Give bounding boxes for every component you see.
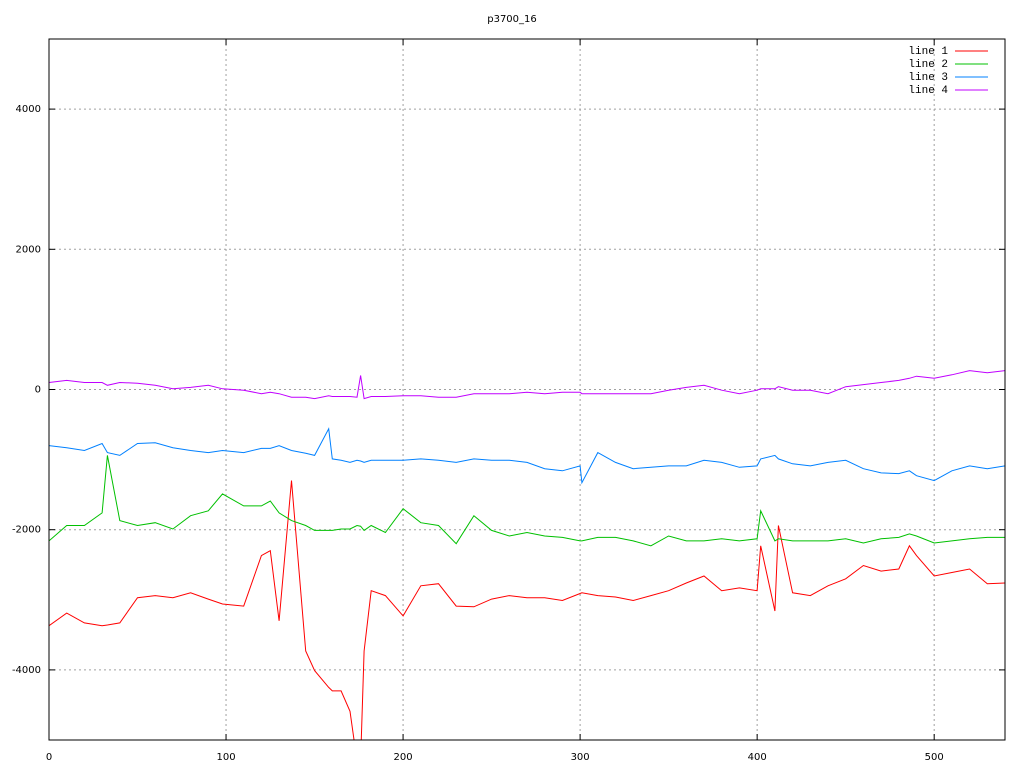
legend-label: line 4 (908, 85, 948, 97)
plot-area (49, 370, 1005, 740)
y-tick-label: 4000 (16, 104, 41, 115)
y-tick-label: 2000 (16, 244, 41, 255)
x-tick-label: 100 (216, 752, 235, 763)
legend-label: line 2 (908, 59, 948, 71)
x-tick-label: 500 (925, 752, 944, 763)
x-tick-label: 400 (748, 752, 767, 763)
legend-label: line 1 (908, 46, 948, 58)
y-tick-label: 0 (35, 385, 41, 396)
x-tick-label: 0 (46, 752, 52, 763)
plot-border (48, 38, 1006, 741)
chart-title: p3700_16 (487, 14, 537, 25)
x-tick-label: 300 (571, 752, 590, 763)
y-tick-label: -4000 (12, 665, 41, 676)
x-tick-label: 200 (394, 752, 413, 763)
grid: -4000 -2000 0 2000 4000 0 100 200 300 400 500 (12, 39, 1005, 763)
y-tick-label: -2000 (12, 525, 41, 536)
data-line (49, 455, 1005, 547)
data-line (49, 480, 1005, 740)
data-line (49, 370, 1005, 400)
data-line (49, 427, 1005, 485)
legend-label: line 3 (908, 72, 948, 84)
